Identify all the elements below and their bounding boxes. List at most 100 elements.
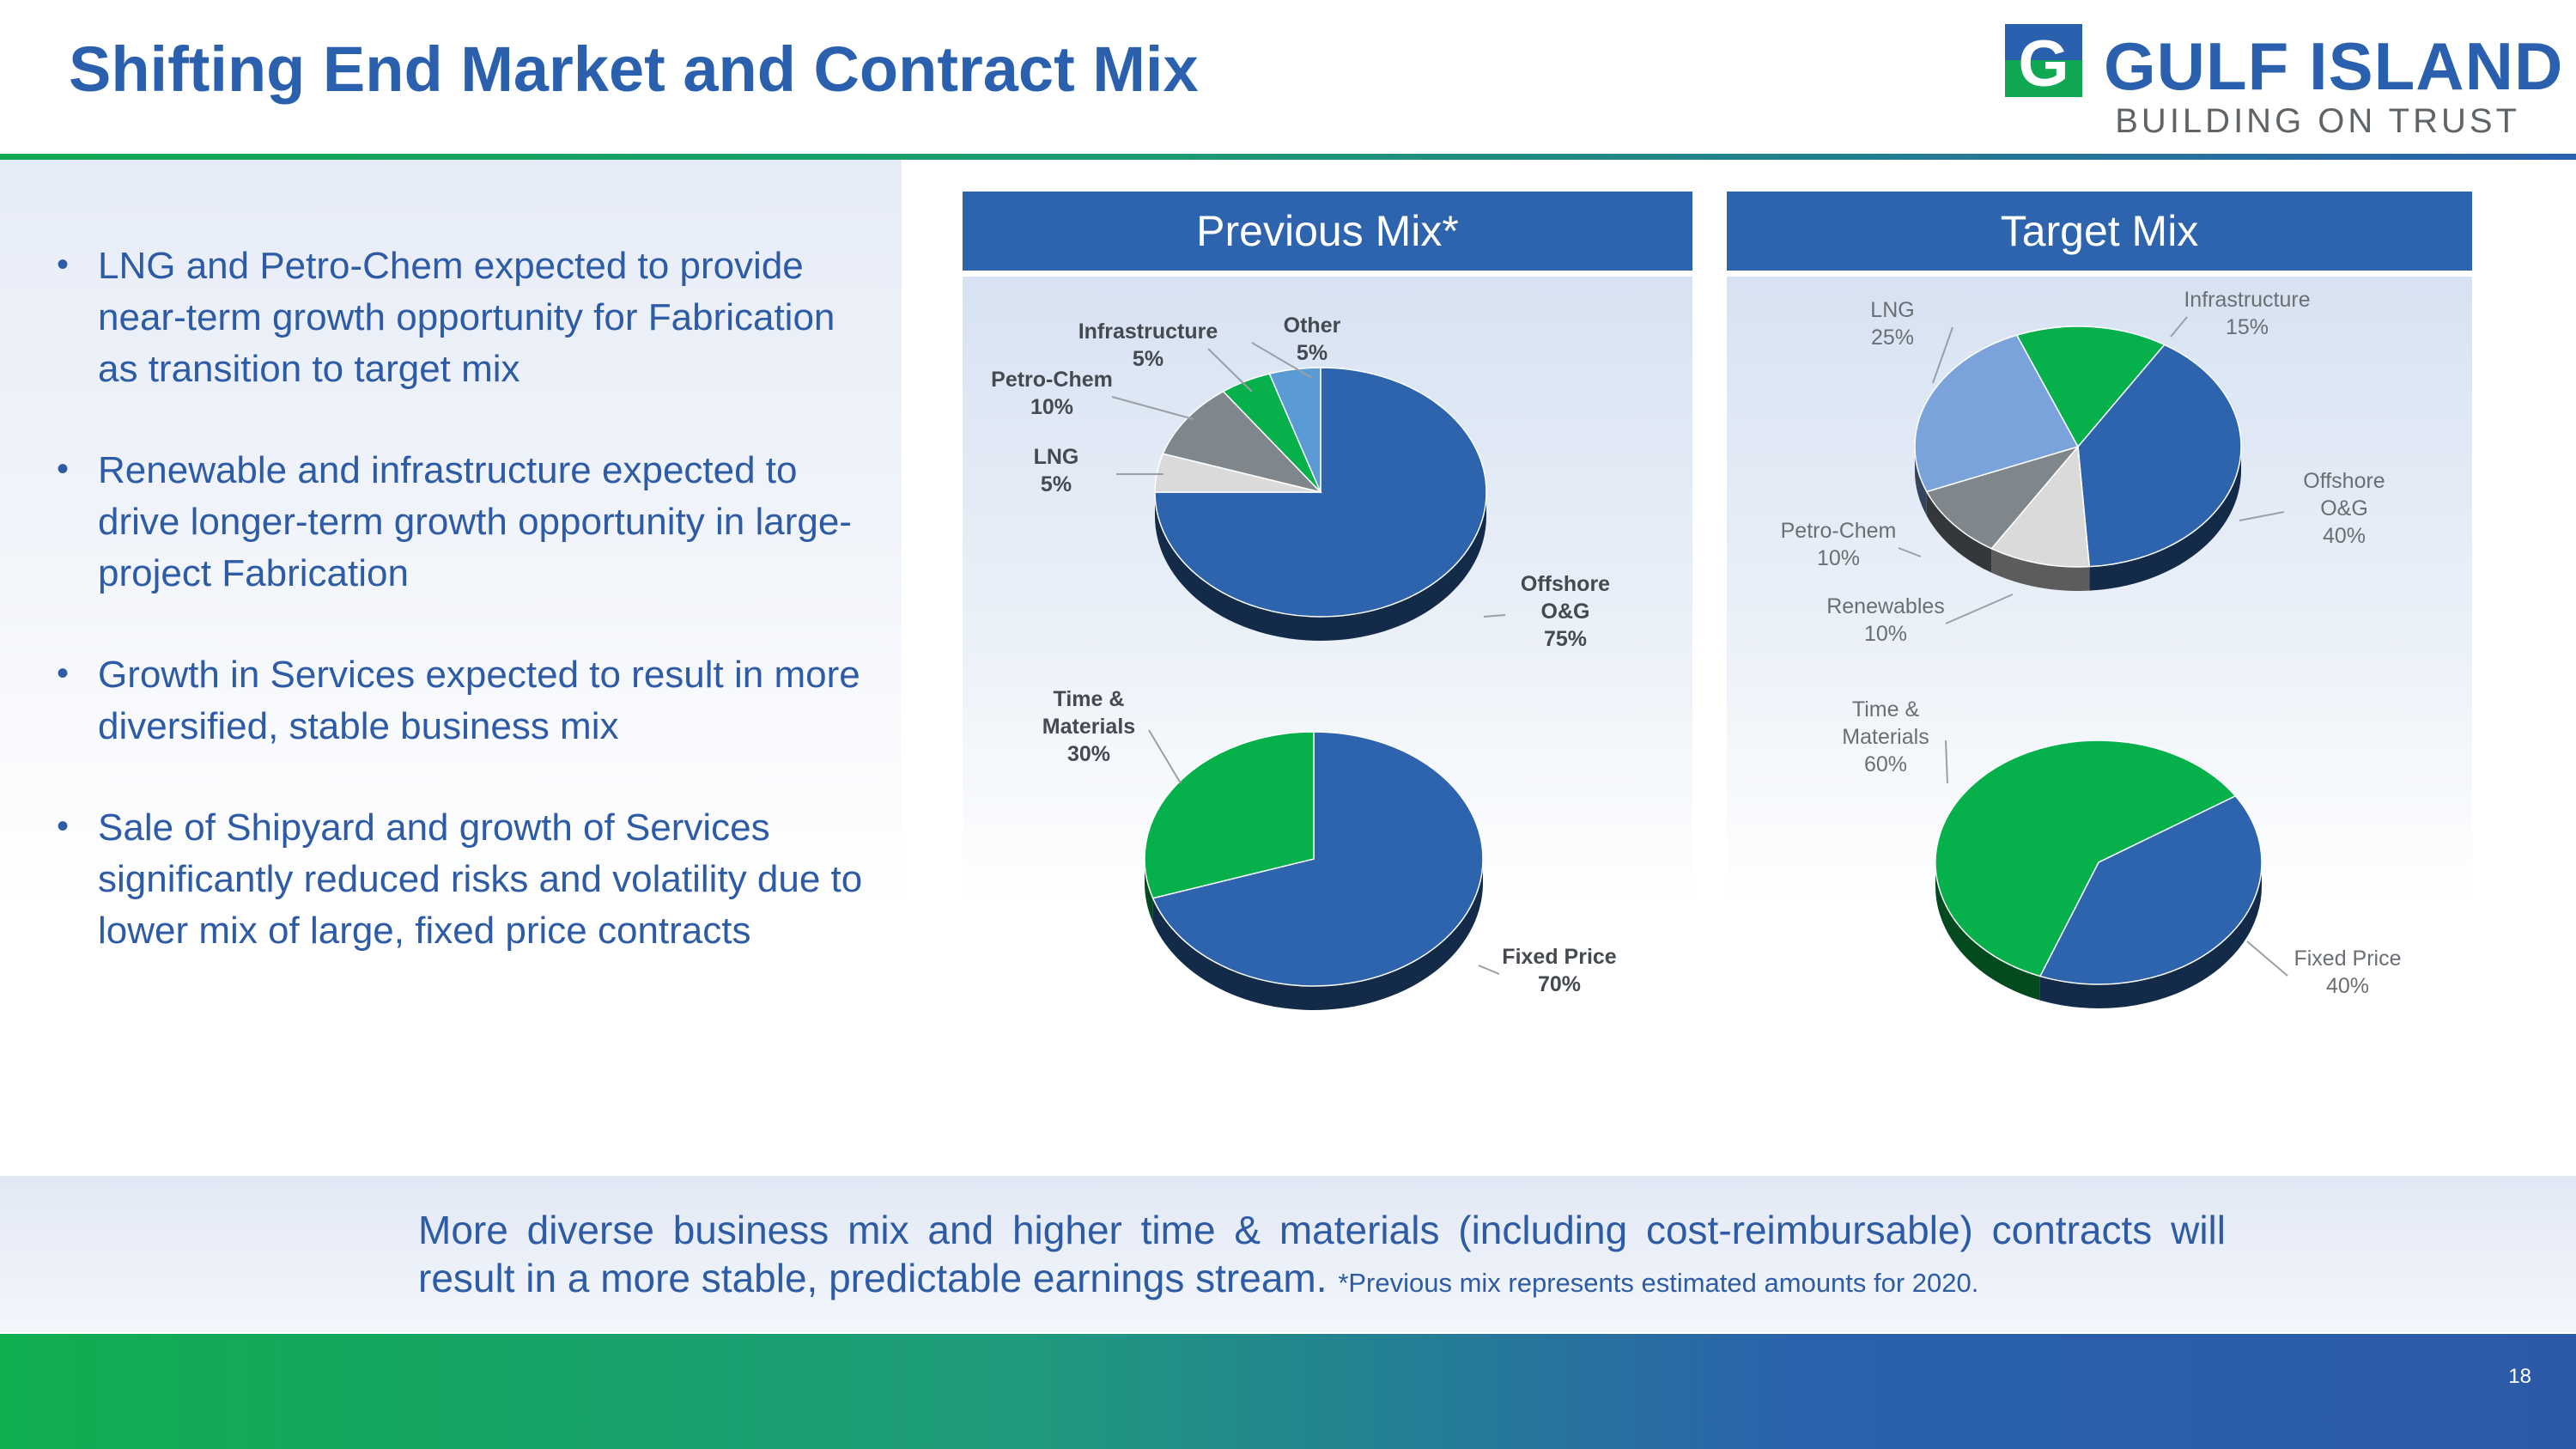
pie-slice-time-and-materials xyxy=(1144,731,1315,899)
pie-side-lng xyxy=(1915,447,1927,516)
data-label-line: Renewables xyxy=(1826,594,1945,618)
leader-line-offshore-oandg xyxy=(1483,614,1506,618)
data-label-line: Infrastructure xyxy=(1078,320,1218,344)
pie-chart-1: Offshore O&G 75%LNG 5%Petro-Chem 10%Infrastr… xyxy=(991,314,1610,651)
leader-line-lng xyxy=(1932,326,1953,384)
bullet-list: • LNG and Petro-Chem expected to provide … xyxy=(52,240,876,1007)
data-label-time-and-materials: Time & Materials 60% xyxy=(1842,697,1929,776)
pie-slice-offshore-oandg xyxy=(2077,344,2242,568)
data-label-petro-chem: Petro-Chem 10% xyxy=(1781,519,1897,570)
pie-side-fixed-price xyxy=(2039,862,2262,1008)
bullet-text: LNG and Petro-Chem expected to provide n… xyxy=(98,245,835,390)
leader-line-offshore-oandg xyxy=(2239,511,2285,521)
pie-charts: Offshore O&G 75%LNG 5%Petro-Chem 10%Infrastr… xyxy=(991,288,2402,1011)
data-label-fixed-price: Fixed Price 40% xyxy=(2293,947,2401,998)
data-label-line: Fixed Price xyxy=(1502,945,1616,969)
previous-mix-header: Previous Mix* xyxy=(963,192,1692,271)
pie-slice-fixed-price xyxy=(1151,731,1484,987)
pie-side-petro-chem xyxy=(1926,491,1992,573)
leader-line-time-and-materials xyxy=(1945,740,1948,784)
data-label-line: O&G xyxy=(1541,600,1590,624)
pie-slice-other xyxy=(1268,367,1321,493)
page-title: Shifting End Market and Contract Mix xyxy=(69,33,1199,105)
bullet-panel xyxy=(0,160,902,907)
data-label-line: 40% xyxy=(2326,974,2369,998)
data-label-line: 15% xyxy=(2226,315,2269,339)
data-label-renewables: Renewables 10% xyxy=(1826,594,1945,646)
footer-bar: 18 xyxy=(0,1334,2576,1449)
leader-line-renewables xyxy=(1945,594,2014,624)
bullet-item: • Sale of Shipyard and growth of Services… xyxy=(52,802,876,957)
data-label-line: Petro-Chem xyxy=(991,368,1113,392)
data-label-infrastructure: Infrastructure 5% xyxy=(1078,320,1218,371)
data-label-line: LNG xyxy=(1870,298,1914,322)
bullet-icon: • xyxy=(57,807,70,845)
bullet-text: Renewable and infrastructure expected to… xyxy=(98,449,852,594)
data-label-line: Other xyxy=(1284,314,1341,338)
data-label-line: Time & xyxy=(1852,697,1920,721)
data-label-line: 10% xyxy=(1030,395,1073,419)
pie-slice-renewables xyxy=(1990,445,2091,568)
bullet-item: • LNG and Petro-Chem expected to provide … xyxy=(52,240,876,395)
data-label-line: Offshore xyxy=(1521,572,1610,596)
data-label-line: 5% xyxy=(1133,347,1163,371)
data-label-line: Petro-Chem xyxy=(1781,519,1897,543)
leader-line-fixed-price xyxy=(1478,965,1500,975)
pie-side-renewables xyxy=(1991,548,2090,591)
pie-chart-3: Offshore O&G 40% Renewables 10% Petro-Chem 10%… xyxy=(1781,288,2385,646)
data-label-line: LNG xyxy=(1034,445,1079,469)
data-label-other: Other 5% xyxy=(1284,314,1341,365)
data-label-line: O&G xyxy=(2320,496,2368,521)
pie-side-time-and-materials xyxy=(1145,859,1153,922)
data-label-line: Infrastructure xyxy=(2184,288,2310,312)
data-label-line: 30% xyxy=(1067,742,1110,766)
bullet-icon: • xyxy=(57,450,70,488)
target-mix-header: Target Mix xyxy=(1727,192,2472,271)
pie-chart-2: Fixed Price 70% Time & Materials 30% xyxy=(1042,687,1617,1011)
data-label-offshore-oandg: Offshore O&G 75% xyxy=(1521,572,1610,651)
data-label-line: 5% xyxy=(1041,472,1072,496)
pie-slice-time-and-materials xyxy=(1935,740,2237,977)
pie-slice-lng xyxy=(1914,334,2080,493)
data-label-line: Materials xyxy=(1042,715,1135,739)
pie-side-offshore-oandg xyxy=(1155,492,1486,641)
gulf-island-logo-icon: G xyxy=(2005,24,2082,97)
leader-line-time-and-materials xyxy=(1148,729,1182,784)
pie-side-offshore-oandg xyxy=(2089,447,2241,591)
data-label-line: 10% xyxy=(1864,622,1907,646)
data-label-time-and-materials: Time & Materials 30% xyxy=(1042,687,1135,766)
bullet-text: Growth in Services expected to result in… xyxy=(98,654,860,747)
leader-line-petro-chem xyxy=(1111,396,1194,420)
summary-banner xyxy=(0,1176,2576,1332)
data-label-line: Offshore xyxy=(2303,469,2385,493)
pie-side-fixed-price xyxy=(1152,859,1483,1011)
pie-slice-fixed-price xyxy=(2038,795,2263,985)
bullet-icon: • xyxy=(57,246,70,283)
bullet-item: • Renewable and infrastructure expected t… xyxy=(52,445,876,600)
page-number: 18 xyxy=(2508,1365,2531,1388)
leader-line-other xyxy=(1251,342,1313,379)
company-logo: G GULF ISLAND BUILDING ON TRUST xyxy=(2005,24,2562,140)
data-label-line: 10% xyxy=(1817,546,1860,570)
logo-name: GULF ISLAND xyxy=(2104,28,2564,104)
data-label-line: 60% xyxy=(1864,752,1907,776)
logo-tagline: BUILDING ON TRUST xyxy=(2115,102,2520,140)
data-label-line: 40% xyxy=(2323,524,2366,548)
data-label-line: Time & xyxy=(1054,687,1125,711)
leader-line-petro-chem xyxy=(1898,547,1922,557)
leader-line-infrastructure xyxy=(1207,348,1253,393)
bullet-text: Sale of Shipyard and growth of Services … xyxy=(98,807,863,952)
data-label-line: 25% xyxy=(1871,326,1914,350)
pie-slice-petro-chem xyxy=(1162,390,1323,494)
summary-main: More diverse business mix and higher tim… xyxy=(418,1208,2226,1300)
leader-line-infrastructure xyxy=(2170,316,2188,338)
logo-mark-letter: G xyxy=(2018,27,2069,97)
summary-text: More diverse business mix and higher tim… xyxy=(418,1206,2226,1307)
leader-line-fixed-price xyxy=(2246,941,2288,977)
pie-side-time-and-materials xyxy=(1935,862,2040,1001)
data-label-line: Materials xyxy=(1842,725,1929,749)
data-label-line: 75% xyxy=(1544,627,1587,651)
data-label-petro-chem: Petro-Chem 10% xyxy=(991,368,1113,419)
pie-slice-offshore-oandg xyxy=(1154,367,1487,618)
data-label-line: Fixed Price xyxy=(2293,947,2401,971)
